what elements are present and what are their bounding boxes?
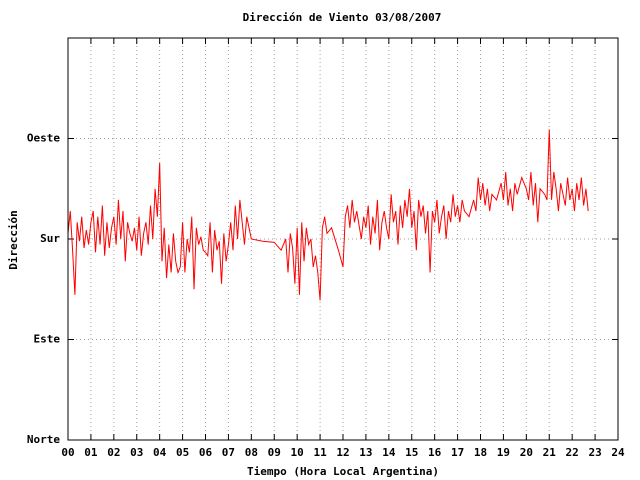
- x-tick-label: 03: [130, 446, 143, 459]
- x-tick-label: 20: [520, 446, 533, 459]
- x-tick-label: 24: [611, 446, 625, 459]
- x-tick-label: 13: [359, 446, 372, 459]
- x-tick-label: 11: [313, 446, 327, 459]
- x-tick-label: 07: [222, 446, 235, 459]
- chart-title: Dirección de Viento 03/08/2007: [243, 11, 442, 24]
- x-tick-label: 14: [382, 446, 396, 459]
- x-tick-label: 00: [61, 446, 74, 459]
- x-tick-label: 09: [268, 446, 281, 459]
- x-tick-label: 21: [543, 446, 557, 459]
- x-tick-label: 05: [176, 446, 189, 459]
- x-tick-label: 16: [428, 446, 442, 459]
- x-tick-label: 02: [107, 446, 120, 459]
- x-tick-label: 04: [153, 446, 167, 459]
- y-axis-label: Dirección: [7, 210, 20, 270]
- x-tick-label: 17: [451, 446, 464, 459]
- x-axis-label: Tiempo (Hora Local Argentina): [247, 465, 439, 478]
- x-tick-label: 23: [588, 446, 601, 459]
- x-tick-label: 22: [566, 446, 579, 459]
- y-tick-label: Norte: [27, 433, 60, 446]
- y-tick-label: Sur: [40, 232, 60, 245]
- y-tick-label: Oeste: [27, 132, 60, 145]
- x-tick-label: 10: [291, 446, 304, 459]
- x-tick-label: 15: [405, 446, 418, 459]
- x-tick-label: 12: [336, 446, 349, 459]
- x-tick-label: 01: [84, 446, 98, 459]
- y-tick-label: Este: [34, 333, 61, 346]
- data-line: [67, 129, 589, 301]
- plot-frame: [67, 37, 619, 441]
- x-tick-label: 08: [245, 446, 258, 459]
- x-tick-label: 18: [474, 446, 487, 459]
- x-tick-label: 06: [199, 446, 213, 459]
- x-tick-label: 19: [497, 446, 510, 459]
